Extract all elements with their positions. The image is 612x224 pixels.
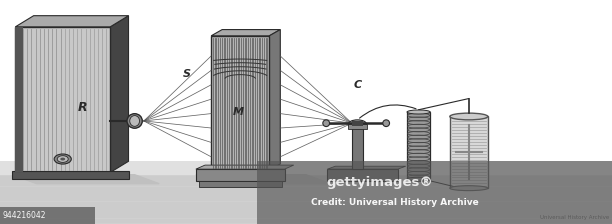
Ellipse shape [58,156,68,162]
Ellipse shape [407,110,430,114]
Ellipse shape [130,116,140,126]
Bar [12,171,129,179]
Bar [348,124,367,129]
Polygon shape [12,175,159,184]
Bar [199,181,282,187]
Bar [407,112,430,179]
Ellipse shape [323,120,329,127]
Text: R: R [78,101,88,114]
Ellipse shape [127,114,142,128]
Bar [196,169,285,181]
Bar [15,27,23,172]
Ellipse shape [60,158,65,160]
Text: C: C [354,80,362,90]
Polygon shape [15,16,129,27]
Text: Credit: Universal History Archive: Credit: Universal History Archive [311,198,479,207]
Bar [0,175,612,224]
Text: M: M [233,107,244,117]
Ellipse shape [383,120,389,127]
Polygon shape [327,166,406,169]
Ellipse shape [348,120,367,129]
Polygon shape [269,30,280,170]
Bar [327,169,398,181]
Bar [0,161,612,224]
Ellipse shape [54,154,71,164]
Ellipse shape [407,177,430,181]
Polygon shape [211,30,280,36]
Bar [211,36,269,170]
Bar [15,27,110,172]
Bar [0,207,95,224]
Bar [450,116,488,188]
Polygon shape [196,165,294,169]
Ellipse shape [450,186,488,191]
Text: 944216042: 944216042 [2,211,46,220]
Text: gettyimages®: gettyimages® [326,176,433,189]
Text: Universal History Archive: Universal History Archive [540,215,609,220]
Bar [352,124,363,169]
Text: S: S [182,69,191,79]
Polygon shape [110,16,129,172]
Bar [257,161,612,224]
Ellipse shape [450,113,488,120]
Polygon shape [196,175,330,184]
Bar [352,121,363,126]
